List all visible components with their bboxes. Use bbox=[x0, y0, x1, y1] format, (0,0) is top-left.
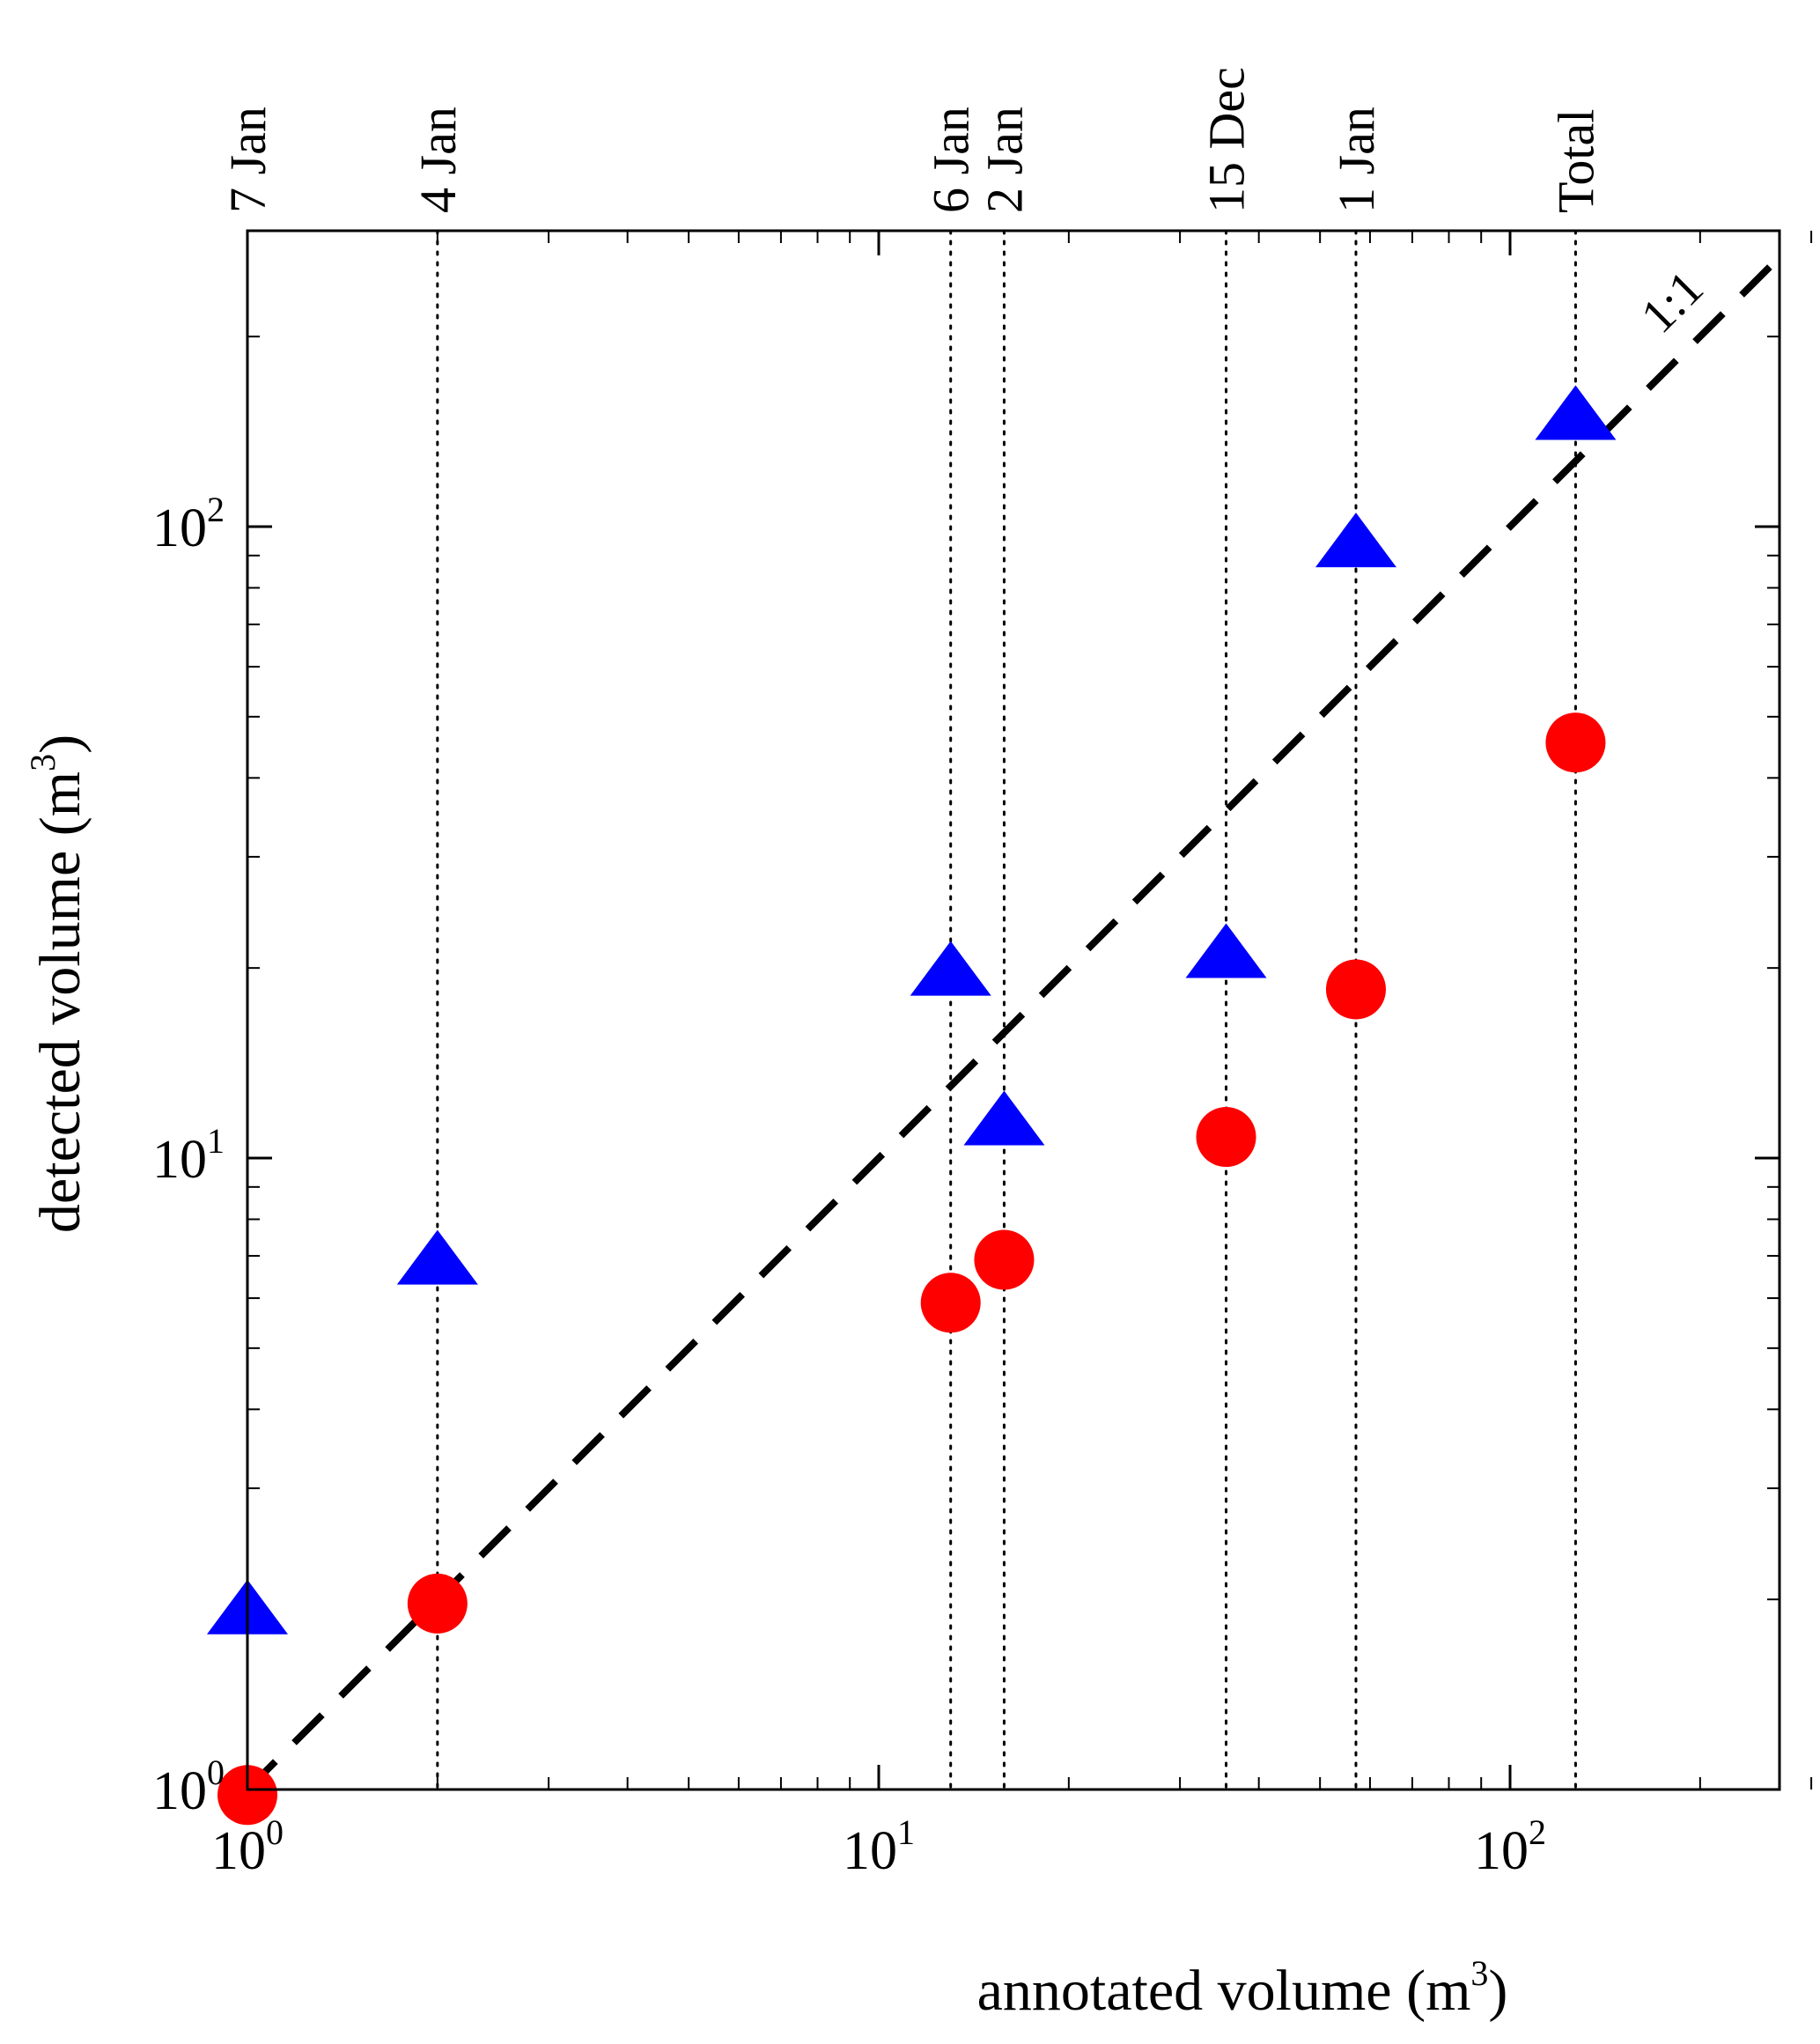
reference-line-1to1 bbox=[245, 254, 1783, 1792]
event-label: 6 Jan bbox=[923, 107, 980, 213]
triangle-point bbox=[1315, 513, 1396, 568]
x-tick-label: 101 bbox=[843, 1812, 915, 1881]
y-tick-label: 101 bbox=[152, 1121, 225, 1190]
triangle-point bbox=[396, 1229, 478, 1285]
reference-line-group bbox=[245, 254, 1783, 1792]
event-label: 1 Jan bbox=[1328, 107, 1385, 213]
event-label: 7 Jan bbox=[219, 107, 276, 213]
circle-point bbox=[974, 1229, 1035, 1290]
y-tick-label: 100 bbox=[152, 1753, 225, 1821]
circle-point bbox=[1196, 1107, 1256, 1168]
tick-labels: 100 101 102 100 101 102 bbox=[152, 490, 1546, 1881]
triangle-point bbox=[1185, 923, 1267, 978]
minor-ticks bbox=[247, 231, 1813, 1789]
triangle-point bbox=[963, 1090, 1045, 1146]
circle-point bbox=[1545, 712, 1606, 773]
circle-point bbox=[1325, 959, 1386, 1020]
major-ticks bbox=[246, 231, 1779, 1791]
event-label: 15 Dec bbox=[1198, 67, 1256, 213]
x-axis-title: annotated volume (m3) bbox=[977, 1953, 1508, 2023]
x-tick-label: 102 bbox=[1474, 1812, 1546, 1881]
y-axis-title: detected volume (m3) bbox=[23, 734, 92, 1233]
circle-point bbox=[920, 1273, 981, 1333]
data-points bbox=[207, 385, 1617, 1826]
triangle-point bbox=[1535, 385, 1617, 440]
triangle-point bbox=[910, 941, 991, 996]
event-label: 4 Jan bbox=[409, 107, 467, 213]
circle-point bbox=[407, 1573, 468, 1634]
x-tick-label: 100 bbox=[211, 1812, 284, 1881]
plot-frame bbox=[246, 229, 1781, 1791]
event-label: Total bbox=[1547, 109, 1604, 213]
event-label: 2 Jan bbox=[976, 107, 1033, 213]
circle-point bbox=[217, 1765, 277, 1826]
y-tick-label: 102 bbox=[152, 490, 225, 558]
